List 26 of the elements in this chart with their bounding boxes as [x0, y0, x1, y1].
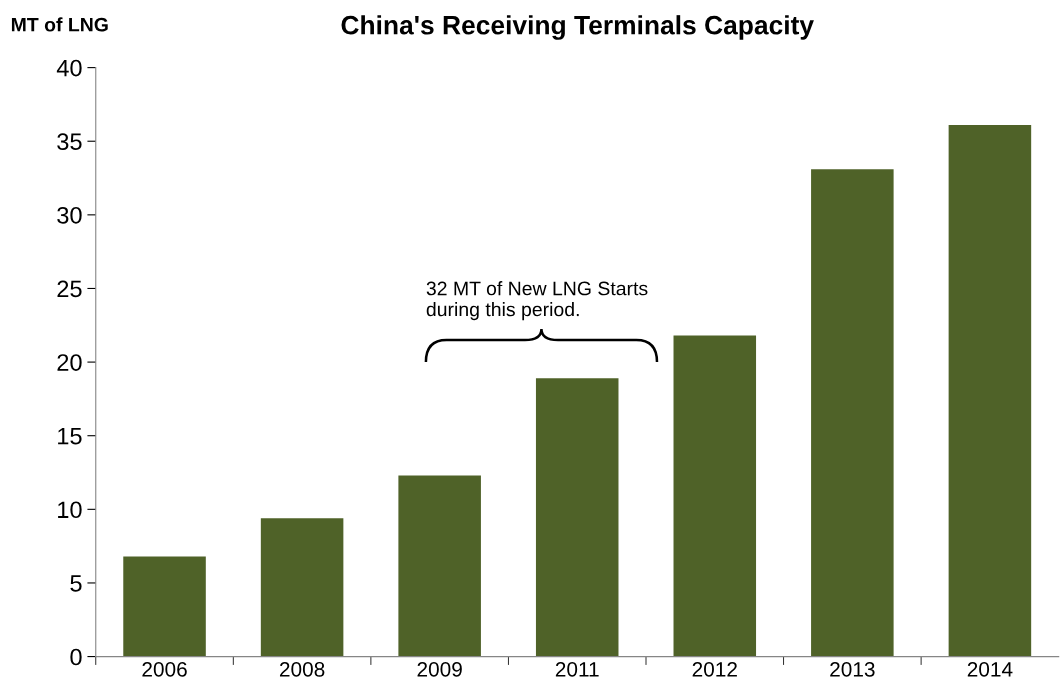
- x-tick-label: 2009: [417, 661, 462, 677]
- bar: [673, 335, 757, 657]
- y-tick-label: 40: [56, 59, 82, 77]
- bar: [260, 518, 344, 657]
- y-tick-label: 20: [57, 354, 82, 371]
- x-tick-label: 2006: [142, 661, 187, 677]
- x-tick-label: 2008: [279, 661, 325, 677]
- bar: [398, 475, 481, 657]
- annotation: 32 MT of New LNG Starts during this period.: [426, 281, 648, 321]
- y-tick-label: 5: [70, 575, 82, 592]
- y-tick-label: 0: [70, 648, 82, 666]
- bar: [948, 125, 1032, 657]
- y-tick-label: 35: [57, 133, 82, 151]
- y-tick-label: 15: [58, 428, 82, 445]
- y-tick-label: 25: [57, 280, 82, 298]
- bar: [123, 556, 206, 657]
- chart-title: China's Receiving Terminals Capacity: [341, 15, 814, 40]
- x-tick-label: 2013: [830, 661, 875, 677]
- y-tick-label: 10: [58, 501, 82, 519]
- x-tick-label: 2011: [555, 661, 599, 677]
- bar: [535, 378, 619, 657]
- y-axis-title: MT of LNG: [11, 17, 108, 32]
- bar: [811, 169, 894, 657]
- y-tick-label: 30: [57, 206, 82, 224]
- x-tick-label: 2014: [967, 661, 1013, 677]
- x-tick-label: 2012: [692, 661, 737, 677]
